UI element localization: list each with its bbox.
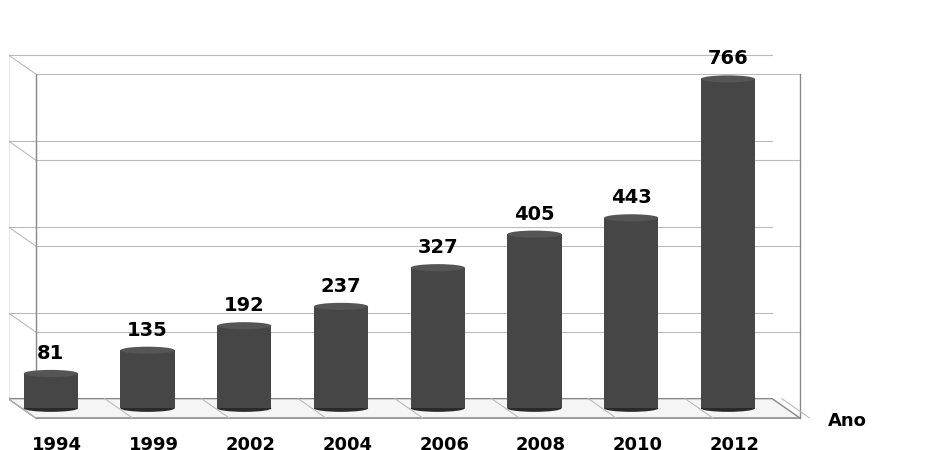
Ellipse shape xyxy=(314,303,368,310)
Text: 2002: 2002 xyxy=(226,436,275,450)
Text: Ano: Ano xyxy=(828,412,868,430)
Text: 135: 135 xyxy=(127,321,168,340)
Text: 2004: 2004 xyxy=(322,436,372,450)
Ellipse shape xyxy=(508,405,561,412)
Polygon shape xyxy=(217,326,272,408)
Ellipse shape xyxy=(411,264,465,271)
Text: 327: 327 xyxy=(417,238,458,257)
Text: 2008: 2008 xyxy=(516,436,566,450)
Ellipse shape xyxy=(314,405,368,412)
Polygon shape xyxy=(24,374,78,408)
Ellipse shape xyxy=(604,214,658,221)
Polygon shape xyxy=(8,399,800,418)
Text: 405: 405 xyxy=(514,205,555,224)
Ellipse shape xyxy=(411,405,465,412)
Ellipse shape xyxy=(604,405,658,412)
Ellipse shape xyxy=(701,75,755,82)
Polygon shape xyxy=(120,350,175,408)
Text: 766: 766 xyxy=(708,50,748,68)
Ellipse shape xyxy=(217,405,272,412)
Ellipse shape xyxy=(120,346,175,354)
Ellipse shape xyxy=(701,405,755,412)
Text: 2006: 2006 xyxy=(419,436,469,450)
Polygon shape xyxy=(508,234,561,408)
Ellipse shape xyxy=(217,322,272,329)
Text: 1994: 1994 xyxy=(32,436,83,450)
Ellipse shape xyxy=(24,370,78,377)
Polygon shape xyxy=(314,306,368,408)
Polygon shape xyxy=(604,218,658,408)
Polygon shape xyxy=(701,79,755,408)
Text: 443: 443 xyxy=(611,188,651,207)
Text: 2010: 2010 xyxy=(613,436,663,450)
Text: 2012: 2012 xyxy=(710,436,760,450)
Ellipse shape xyxy=(24,405,78,412)
Polygon shape xyxy=(411,268,465,408)
Ellipse shape xyxy=(120,405,175,412)
Text: 1999: 1999 xyxy=(129,436,179,450)
Text: 237: 237 xyxy=(321,277,361,296)
Text: 192: 192 xyxy=(224,296,265,315)
Text: 81: 81 xyxy=(38,344,65,363)
Ellipse shape xyxy=(508,230,561,238)
